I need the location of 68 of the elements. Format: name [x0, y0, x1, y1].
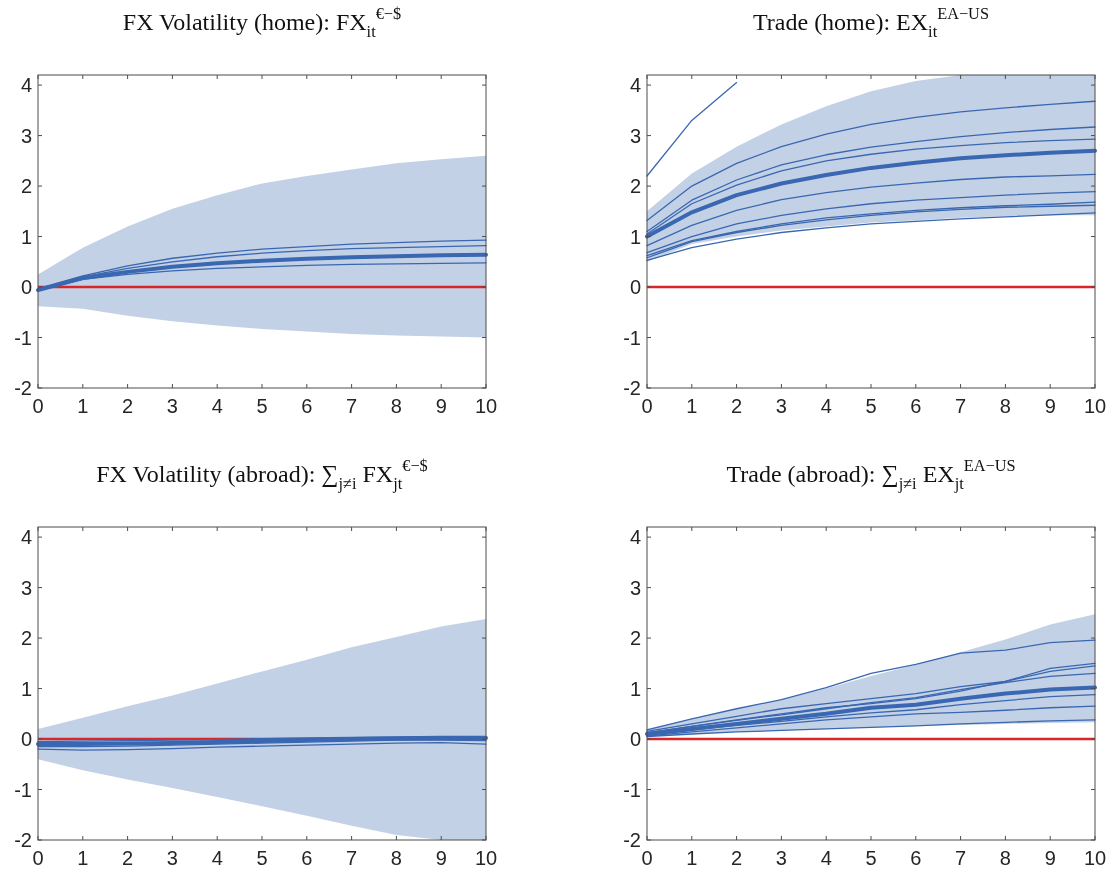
- x-tick-label: 8: [999, 395, 1011, 417]
- x-tick-label: 10: [1083, 395, 1107, 417]
- x-tick-label: 5: [256, 395, 268, 417]
- y-tick-label: 1: [20, 677, 32, 700]
- y-tick-label: 2: [20, 175, 32, 198]
- x-tick-label: 8: [999, 847, 1011, 869]
- x-tick-label: 1: [686, 395, 698, 417]
- y-tick-label: 4: [629, 74, 641, 97]
- y-tick-label: 1: [629, 677, 641, 700]
- y-tick-label: -1: [623, 778, 641, 801]
- x-tick-label: 2: [731, 395, 743, 417]
- x-tick-label: 10: [474, 847, 498, 869]
- y-tick-label: -1: [623, 326, 641, 349]
- x-tick-label: 9: [1044, 395, 1056, 417]
- x-tick-label: 7: [955, 847, 967, 869]
- y-tick-label: 4: [20, 74, 32, 97]
- y-tick-label: -2: [623, 377, 641, 399]
- x-tick-label: 1: [77, 847, 89, 869]
- x-tick-label: 1: [686, 847, 698, 869]
- x-tick-label: 2: [122, 847, 134, 869]
- x-tick-label: 4: [211, 847, 223, 869]
- y-tick-label: 1: [629, 225, 641, 248]
- y-tick-label: 0: [629, 276, 641, 299]
- x-tick-label: 8: [390, 395, 402, 417]
- y-tick-label: 3: [20, 576, 32, 599]
- x-tick-label: 7: [346, 847, 358, 869]
- x-tick-label: 10: [474, 395, 498, 417]
- y-tick-label: 4: [629, 526, 641, 549]
- x-tick-label: 9: [1044, 847, 1056, 869]
- y-tick-label: 3: [20, 124, 32, 147]
- x-tick-label: 5: [865, 847, 877, 869]
- x-tick-label: 6: [301, 395, 313, 417]
- y-tick-label: 0: [629, 728, 641, 751]
- y-tick-label: 0: [20, 276, 32, 299]
- x-tick-label: 7: [346, 395, 358, 417]
- x-tick-label: 8: [390, 847, 402, 869]
- x-tick-label: 1: [77, 395, 89, 417]
- y-tick-label: -1: [14, 326, 32, 349]
- y-tick-label: -1: [14, 778, 32, 801]
- y-tick-label: 0: [20, 728, 32, 751]
- x-tick-label: 7: [955, 395, 967, 417]
- x-tick-label: 3: [775, 395, 787, 417]
- x-tick-label: 6: [910, 847, 922, 869]
- x-tick-label: 6: [910, 395, 922, 417]
- y-tick-label: -2: [623, 829, 641, 851]
- x-tick-label: 3: [166, 395, 178, 417]
- y-tick-label: -2: [14, 829, 32, 851]
- y-tick-label: 3: [629, 576, 641, 599]
- x-tick-label: 4: [820, 395, 832, 417]
- x-tick-label: 5: [865, 395, 877, 417]
- x-tick-label: 10: [1083, 847, 1107, 869]
- x-tick-label: 9: [435, 395, 447, 417]
- y-tick-label: -2: [14, 377, 32, 399]
- x-tick-label: 2: [122, 395, 134, 417]
- x-tick-label: 4: [211, 395, 223, 417]
- x-tick-label: 4: [820, 847, 832, 869]
- y-tick-label: 2: [629, 627, 641, 650]
- x-tick-label: 3: [166, 847, 178, 869]
- y-tick-label: 2: [629, 175, 641, 198]
- x-tick-label: 3: [775, 847, 787, 869]
- y-tick-label: 4: [20, 526, 32, 549]
- x-tick-label: 5: [256, 847, 268, 869]
- x-tick-label: 2: [731, 847, 743, 869]
- x-tick-label: 9: [435, 847, 447, 869]
- x-tick-label: 6: [301, 847, 313, 869]
- y-tick-label: 2: [20, 627, 32, 650]
- y-tick-label: 3: [629, 124, 641, 147]
- y-tick-label: 1: [20, 225, 32, 248]
